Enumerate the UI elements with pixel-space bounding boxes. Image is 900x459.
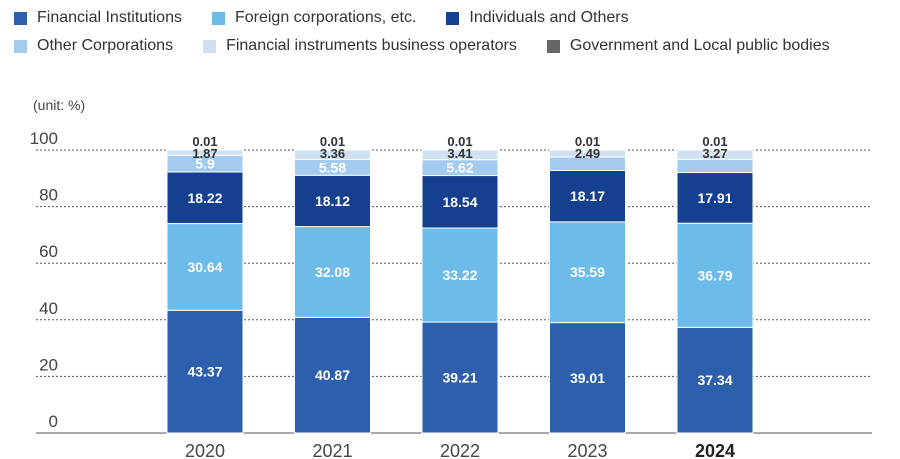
bar-segment [549, 322, 626, 434]
legend-swatch [211, 11, 225, 25]
data-label: 30.64 [187, 259, 222, 275]
data-label: 3.27 [702, 146, 727, 161]
legend-item: Foreign corporations, etc. [198, 9, 416, 27]
bar-segment [166, 223, 244, 311]
data-label: 3.36 [320, 146, 345, 161]
bar-segment [676, 158, 754, 174]
y-tick-label: 60 [39, 242, 58, 261]
bar-segment [166, 309, 244, 434]
data-label: 18.22 [187, 190, 222, 206]
data-label: 35.59 [570, 264, 605, 280]
data-label: 4.69 [702, 143, 727, 158]
bar-segment [421, 175, 499, 229]
data-label: 40.87 [315, 367, 350, 383]
legend-item: Individuals and Others [432, 9, 629, 27]
legend-row: Other Corporations Financial instruments … [0, 32, 900, 60]
bar-segment [294, 316, 371, 434]
data-label: 2.49 [575, 146, 600, 161]
data-label: 0.01 [702, 134, 727, 149]
data-label: 0.01 [192, 134, 217, 149]
bar-segment [549, 169, 626, 223]
y-tick-label: 100 [30, 129, 58, 148]
data-label: 5.9 [195, 156, 215, 172]
legend-label: Financial instruments business operators [226, 37, 517, 54]
legend-item: Government and Local public bodies [533, 37, 830, 55]
data-label: 33.22 [442, 267, 477, 283]
data-label: 17.91 [697, 190, 732, 206]
y-tick-label: 80 [39, 186, 58, 205]
x-tick-label: 2023 [567, 441, 607, 459]
legend-label: Financial Institutions [37, 9, 182, 26]
data-label: 39.21 [442, 370, 477, 386]
legend-label: Other Corporations [37, 37, 174, 54]
legend-swatch [203, 39, 217, 53]
data-label: 0.01 [320, 134, 345, 149]
x-tick-label: 2022 [440, 441, 480, 459]
chart-legend: Financial Institutions Foreign corporatio… [0, 4, 900, 60]
bar-segment [166, 171, 244, 225]
data-label: 0.01 [575, 134, 600, 149]
legend-item: Other Corporations [0, 37, 173, 55]
data-label: 1.87 [192, 146, 217, 161]
legend-item: Financial instruments business operators [189, 37, 517, 55]
data-label: 3.41 [447, 146, 472, 161]
y-tick-label: 40 [39, 299, 58, 318]
data-label: 37.34 [697, 372, 732, 388]
x-tick-label: 2021 [312, 441, 352, 459]
legend-item: Financial Institutions [0, 9, 182, 27]
x-tick-label: 2024 [695, 441, 735, 459]
data-label: 18.17 [570, 188, 605, 204]
data-label: 43.37 [187, 364, 222, 380]
data-label: 18.54 [442, 194, 477, 210]
legend-swatch [14, 11, 27, 25]
y-tick-label: 0 [49, 412, 58, 431]
unit-label: (unit: %) [33, 97, 85, 113]
data-label: 36.79 [697, 267, 732, 283]
bar-segment [549, 221, 626, 324]
data-label: 4.74 [575, 141, 601, 156]
bar-segment [294, 174, 371, 228]
legend-label: Individuals and Others [469, 9, 629, 26]
x-tick-label: 2020 [185, 441, 225, 459]
data-label: 5.58 [319, 159, 346, 175]
legend-swatch [446, 11, 460, 25]
data-label: 32.08 [315, 264, 350, 280]
data-label: 18.12 [315, 193, 350, 209]
legend-label: Foreign corporations, etc. [234, 9, 417, 26]
bar-segment [676, 222, 754, 328]
legend-label: Government and Local public bodies [569, 37, 830, 54]
data-label: 0.01 [447, 134, 472, 149]
legend-swatch [14, 39, 27, 53]
data-label: 5.62 [446, 160, 473, 176]
legend-swatch [546, 39, 560, 53]
bar-segment [294, 226, 371, 318]
legend-row: Financial Institutions Foreign corporatio… [0, 4, 900, 32]
y-tick-label: 20 [39, 355, 58, 374]
bar-segment [676, 326, 754, 434]
data-label: 39.01 [570, 370, 605, 386]
